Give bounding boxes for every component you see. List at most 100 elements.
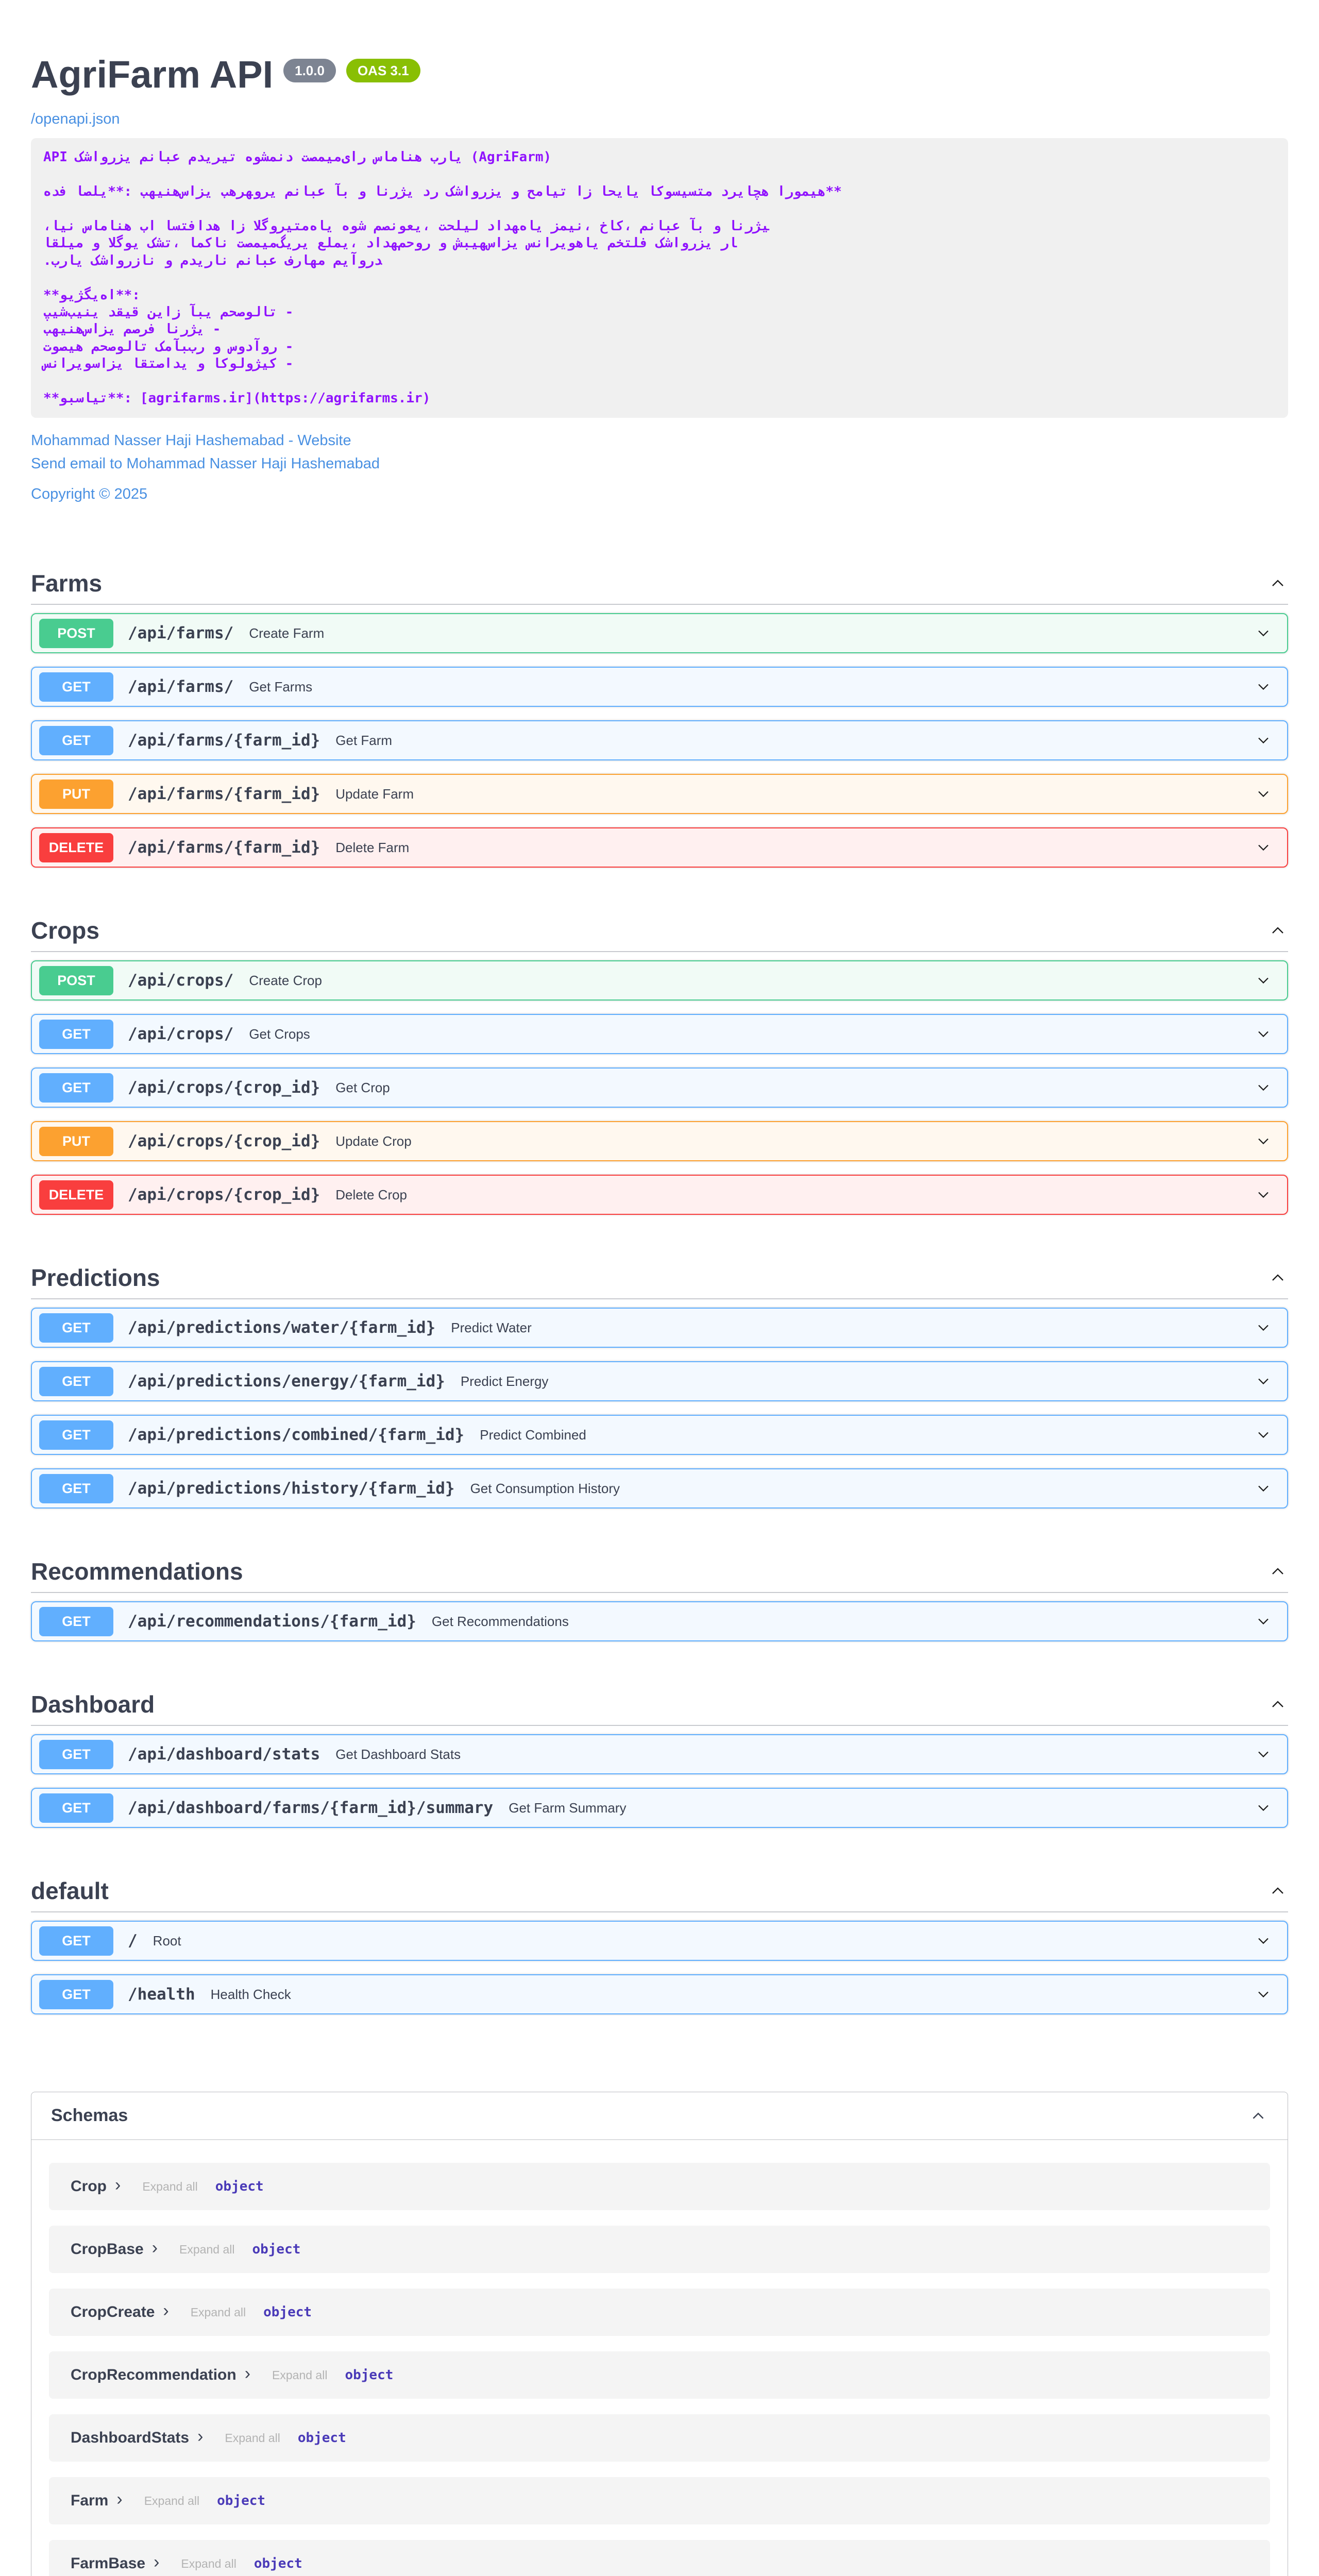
schema-type: object (263, 2304, 312, 2320)
chevron-down-icon[interactable] (1254, 1025, 1273, 1043)
tag-header[interactable]: Farms (31, 570, 1288, 597)
endpoint-row[interactable]: GET /health Health Check (31, 1974, 1288, 2015)
tag-title: Recommendations (31, 1558, 243, 1585)
tag-divider (31, 951, 1288, 953)
endpoint-path: /health (128, 1985, 195, 2004)
schema-row[interactable]: CropBase › Expand all object (49, 2226, 1270, 2274)
chevron-up-icon[interactable] (1248, 2106, 1268, 2126)
endpoint-path: /api/farms/{farm_id} (128, 731, 320, 750)
endpoint-row[interactable]: GET /api/dashboard/farms/{farm_id}/summa… (31, 1788, 1288, 1828)
method-badge: GET (39, 1979, 113, 2009)
chevron-down-icon[interactable] (1254, 624, 1273, 642)
endpoint-summary: Get Consumption History (470, 1480, 620, 1496)
schema-expand-all[interactable]: Expand all (190, 2305, 246, 2319)
schema-name: DashboardStats (71, 2429, 190, 2447)
tag-section-farms: Farms POST /api/farms/ Create Farm GET /… (31, 570, 1288, 868)
schema-row[interactable]: CropCreate › Expand all object (49, 2289, 1270, 2336)
endpoint-summary: Delete Farm (335, 839, 410, 855)
endpoint-row[interactable]: PUT /api/crops/{crop_id} Update Crop (31, 1121, 1288, 1162)
tag-header[interactable]: Dashboard (31, 1691, 1288, 1718)
endpoint-path: /api/crops/ (128, 1025, 234, 1044)
endpoint-row[interactable]: PUT /api/farms/{farm_id} Update Farm (31, 774, 1288, 815)
schema-name: CropBase (71, 2241, 144, 2258)
chevron-down-icon[interactable] (1254, 785, 1273, 803)
endpoint-row[interactable]: GET /api/predictions/energy/{farm_id} Pr… (31, 1361, 1288, 1402)
chevron-right-icon: › (197, 2427, 204, 2447)
endpoint-row[interactable]: GET /api/crops/{crop_id} Get Crop (31, 1067, 1288, 1108)
tag-header[interactable]: Predictions (31, 1264, 1288, 1291)
endpoint-row[interactable]: GET /api/farms/ Get Farms (31, 667, 1288, 707)
chevron-down-icon[interactable] (1254, 1931, 1273, 1950)
chevron-down-icon[interactable] (1254, 1612, 1273, 1631)
schema-expand-all[interactable]: Expand all (181, 2556, 236, 2570)
endpoint-row[interactable]: GET /api/dashboard/stats Get Dashboard S… (31, 1734, 1288, 1775)
schema-expand-all[interactable]: Expand all (144, 2494, 200, 2507)
contact-website-link[interactable]: Mohammad Nasser Haji Hashemabad - Websit… (31, 432, 351, 449)
method-badge: GET (39, 1420, 113, 1450)
schema-expand-all[interactable]: Expand all (179, 2242, 235, 2256)
chevron-down-icon[interactable] (1254, 1318, 1273, 1337)
swagger-ui-page: AgriFarm API 1.0.0 OAS 3.1 /openapi.json… (0, 54, 1319, 2576)
endpoint-row[interactable]: GET /api/crops/ Get Crops (31, 1014, 1288, 1055)
schema-expand-all[interactable]: Expand all (225, 2431, 280, 2445)
chevron-down-icon[interactable] (1254, 838, 1273, 857)
chevron-up-icon[interactable] (1267, 1694, 1288, 1715)
tag-section-recommendations: Recommendations GET /api/recommendations… (31, 1558, 1288, 1642)
license-link[interactable]: Copyright © 2025 (31, 486, 148, 503)
endpoint-path: /api/crops/ (128, 971, 234, 990)
schemas-header[interactable]: Schemas (31, 2092, 1288, 2141)
chevron-down-icon[interactable] (1254, 1985, 1273, 2004)
chevron-down-icon[interactable] (1254, 1132, 1273, 1150)
method-badge: GET (39, 1313, 113, 1343)
endpoint-row[interactable]: GET / Root (31, 1921, 1288, 1961)
schema-row[interactable]: CropRecommendation › Expand all object (49, 2351, 1270, 2399)
chevron-down-icon[interactable] (1254, 1745, 1273, 1764)
chevron-down-icon[interactable] (1254, 1426, 1273, 1444)
schema-row[interactable]: Farm › Expand all object (49, 2477, 1270, 2525)
schema-expand-all[interactable]: Expand all (272, 2368, 328, 2382)
endpoint-row[interactable]: POST /api/crops/ Create Crop (31, 960, 1288, 1001)
chevron-down-icon[interactable] (1254, 1078, 1273, 1097)
endpoint-row[interactable]: POST /api/farms/ Create Farm (31, 613, 1288, 654)
tag-header[interactable]: Crops (31, 917, 1288, 944)
contact-email-link[interactable]: Send email to Mohammad Nasser Haji Hashe… (31, 455, 380, 472)
endpoint-row[interactable]: GET /api/farms/{farm_id} Get Farm (31, 720, 1288, 761)
method-badge: GET (39, 1366, 113, 1396)
method-badge: GET (39, 1793, 113, 1823)
chevron-right-icon: › (115, 2175, 121, 2195)
endpoint-row[interactable]: GET /api/predictions/water/{farm_id} Pre… (31, 1308, 1288, 1348)
openapi-spec-link[interactable]: /openapi.json (31, 111, 120, 128)
tag-header[interactable]: default (31, 1877, 1288, 1904)
chevron-down-icon[interactable] (1254, 1799, 1273, 1817)
chevron-up-icon[interactable] (1267, 1561, 1288, 1582)
schema-row[interactable]: DashboardStats › Expand all object (49, 2414, 1270, 2462)
chevron-right-icon: › (154, 2552, 160, 2572)
chevron-down-icon[interactable] (1254, 1372, 1273, 1391)
schema-type: object (297, 2430, 346, 2446)
schema-type: object (345, 2367, 394, 2383)
tag-header[interactable]: Recommendations (31, 1558, 1288, 1585)
chevron-down-icon[interactable] (1254, 731, 1273, 750)
endpoint-summary: Predict Energy (460, 1373, 549, 1389)
method-badge: GET (39, 1739, 113, 1769)
endpoint-row[interactable]: GET /api/predictions/combined/{farm_id} … (31, 1415, 1288, 1455)
chevron-up-icon[interactable] (1267, 573, 1288, 594)
endpoint-row[interactable]: DELETE /api/crops/{crop_id} Delete Crop (31, 1175, 1288, 1215)
chevron-up-icon[interactable] (1267, 1880, 1288, 1901)
endpoint-row[interactable]: DELETE /api/farms/{farm_id} Delete Farm (31, 827, 1288, 868)
chevron-up-icon[interactable] (1267, 1267, 1288, 1288)
endpoint-row[interactable]: GET /api/predictions/history/{farm_id} G… (31, 1468, 1288, 1509)
chevron-down-icon[interactable] (1254, 971, 1273, 990)
chevron-up-icon[interactable] (1267, 920, 1288, 941)
schema-type: object (252, 2242, 301, 2258)
description-line: بهینه‌سازی مصرف انرژی - (43, 321, 221, 337)
api-description-code-block: API کشاورزی منابع مدیریت هوشمند تصمیم‌یا… (31, 138, 1288, 418)
schema-expand-all[interactable]: Expand all (142, 2179, 198, 2193)
chevron-down-icon[interactable] (1254, 677, 1273, 696)
schema-row[interactable]: Crop › Expand all object (49, 2163, 1270, 2211)
chevron-down-icon[interactable] (1254, 1185, 1273, 1204)
method-badge: GET (39, 1019, 113, 1049)
schema-row[interactable]: FarmBase › Expand all object (49, 2540, 1270, 2576)
chevron-down-icon[interactable] (1254, 1479, 1273, 1498)
endpoint-row[interactable]: GET /api/recommendations/{farm_id} Get R… (31, 1601, 1288, 1642)
